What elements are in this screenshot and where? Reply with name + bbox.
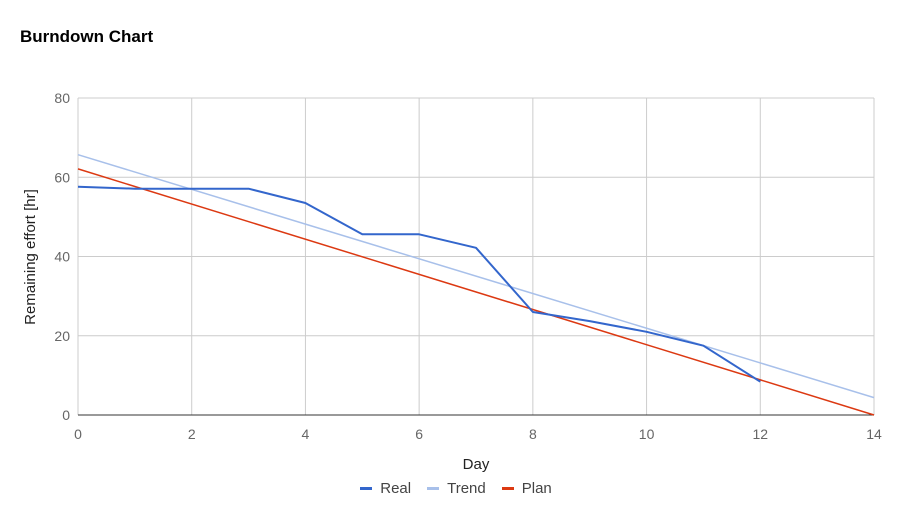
legend-swatch — [501, 487, 514, 490]
x-tick-label: 0 — [74, 426, 82, 442]
x-tick-label: 14 — [866, 426, 882, 442]
x-tick-label: 12 — [752, 426, 768, 442]
series-line-real — [77, 185, 761, 383]
legend-label: Trend — [447, 480, 486, 497]
chart-title: Burndown Chart — [20, 27, 154, 46]
legend-label: Real — [380, 480, 412, 497]
legend-item-trend[interactable]: Trend — [427, 480, 486, 497]
x-tick-label: 10 — [639, 426, 655, 442]
legend-swatch — [427, 487, 440, 490]
y-tick-label: 0 — [62, 407, 70, 423]
y-tick-label: 40 — [54, 249, 70, 265]
y-axis-title: Remaining effort [hr] — [22, 189, 39, 325]
x-axis-title: Day — [463, 456, 490, 473]
x-tick-label: 6 — [415, 426, 423, 442]
legend-item-real[interactable]: Real — [360, 480, 411, 497]
y-tick-label: 60 — [54, 169, 70, 185]
x-tick-label: 2 — [188, 426, 196, 442]
legend-item-plan[interactable]: Plan — [501, 480, 552, 497]
y-tick-label: 80 — [54, 90, 70, 106]
series-line-plan — [77, 168, 875, 416]
series-line-trend — [77, 153, 875, 399]
y-tick-label: 20 — [54, 328, 70, 344]
legend-label: Plan — [521, 480, 552, 497]
grid-lines — [77, 97, 875, 415]
x-tick-label: 8 — [529, 426, 537, 442]
series-lines — [77, 153, 875, 416]
legend: Real Trend Plan — [0, 480, 912, 497]
tick-labels: 0 2 4 6 8 10 12 14 0 20 40 60 80 — [54, 90, 882, 442]
x-tick-label: 4 — [302, 426, 310, 442]
legend-swatch — [360, 487, 373, 490]
